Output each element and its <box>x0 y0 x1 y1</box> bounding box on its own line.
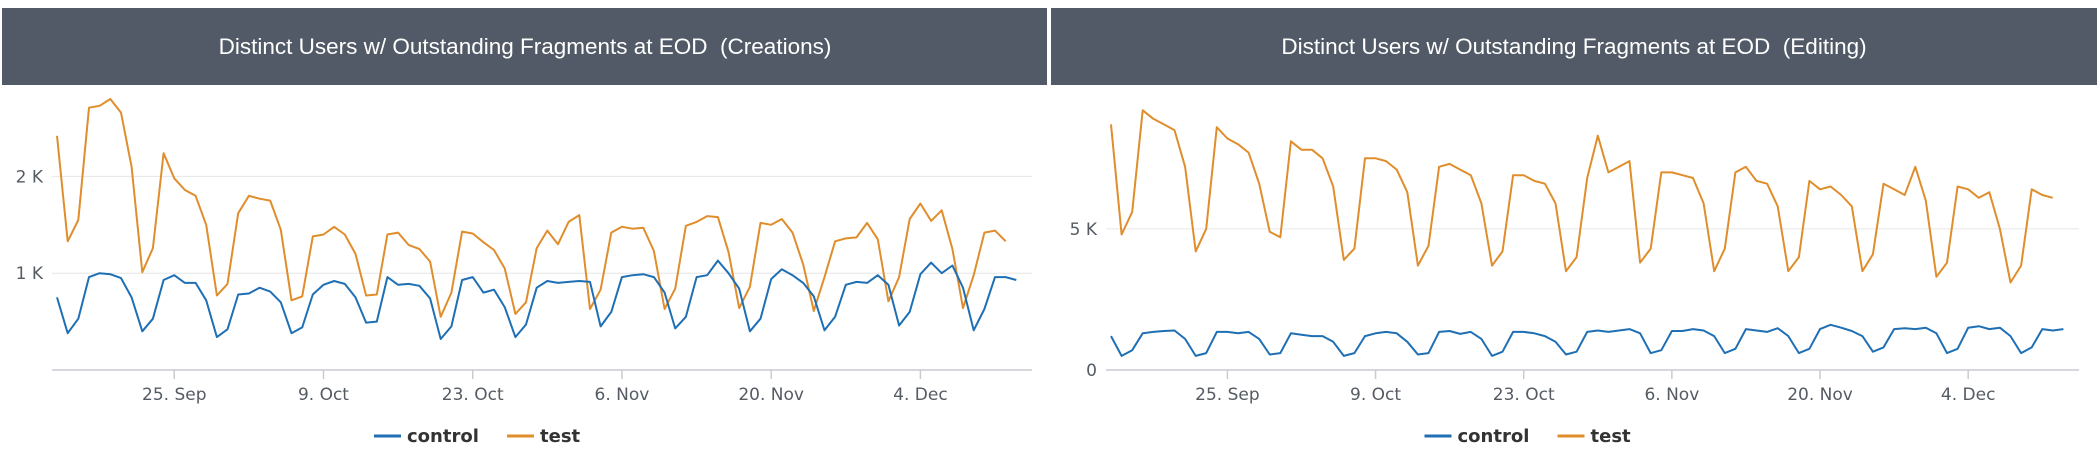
x-tick-label: 9. Oct <box>1350 385 1401 405</box>
x-tick-label: 23. Oct <box>1493 385 1555 405</box>
chart-panel-creations: Distinct Users w/ Outstanding Fragments … <box>2 8 1048 456</box>
chart-title: Distinct Users w/ Outstanding Fragments … <box>2 8 1048 85</box>
x-tick-label: 6. Nov <box>595 385 650 405</box>
x-tick-label: 25. Sep <box>142 385 206 405</box>
series-line-test <box>56 98 1007 318</box>
x-tick-label: 23. Oct <box>442 385 504 405</box>
panel-divider <box>1047 8 1050 85</box>
y-tick-label: 1 K <box>16 264 44 284</box>
y-tick-label: 5 K <box>1070 220 1098 240</box>
legend-label-test[interactable]: test <box>1591 426 1632 447</box>
series-line-control <box>56 259 1017 340</box>
x-tick-label: 4. Dec <box>893 385 948 405</box>
y-tick-label: 0 <box>1086 361 1097 381</box>
y-tick-label: 2 K <box>16 167 44 187</box>
series-line-test <box>1110 109 2054 284</box>
x-tick-label: 9. Oct <box>298 385 349 405</box>
chart-title: Distinct Users w/ Outstanding Fragments … <box>1051 8 2097 85</box>
line-chart-editing: 0 5 K 25. Sep 9. Oct 23. Oct 6. Nov 20. Nov 4. … <box>1070 109 2079 447</box>
x-tick-label: 4. Dec <box>1941 385 1996 405</box>
line-chart-creations: 1 K 2 K 25. Sep 9. Oct 23. Oct 6. Nov 20. Nov 4… <box>16 98 1032 447</box>
x-tick-label: 6. Nov <box>1644 385 1699 405</box>
chart-panel-editing: Distinct Users w/ Outstanding Fragments … <box>1051 8 2097 456</box>
legend-label-control[interactable]: control <box>1458 426 1530 447</box>
legend-label-control[interactable]: control <box>407 426 479 447</box>
series-line-control <box>1110 323 2064 357</box>
x-tick-label: 20. Nov <box>1787 385 1853 405</box>
legend-label-test[interactable]: test <box>540 426 581 447</box>
x-tick-label: 25. Sep <box>1195 385 1259 405</box>
x-tick-label: 20. Nov <box>738 385 804 405</box>
